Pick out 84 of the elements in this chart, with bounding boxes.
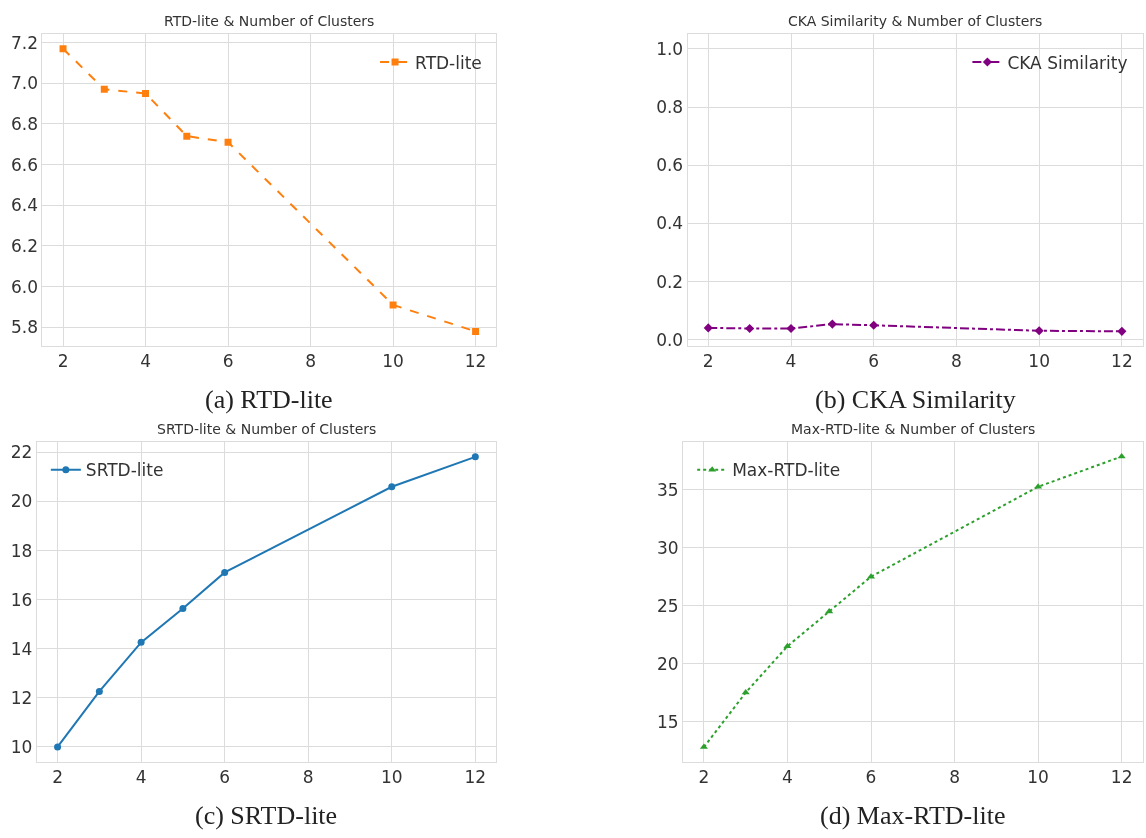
point: [137, 638, 145, 646]
x-tick-label: 8: [951, 351, 962, 372]
y-tick-label: 6.4: [10, 195, 38, 216]
x-tick-label: 6: [865, 767, 877, 788]
y-tick-label: 14: [10, 638, 33, 659]
x-tick-label: 4: [785, 351, 797, 372]
y-tick-label: 7.0: [10, 73, 38, 94]
y-tick-label: 0.4: [656, 213, 684, 234]
text: (c) SRTD-lite: [195, 801, 338, 830]
x-tick-label: 6: [219, 767, 231, 788]
y-tick-label: 0.0: [656, 329, 684, 350]
y-tick-label: 22: [10, 442, 33, 463]
y-tick-label: 6.0: [10, 276, 38, 297]
y-tick-label: 0.8: [656, 97, 684, 118]
y-tick-label: 6.8: [10, 113, 38, 134]
point: [1117, 326, 1127, 336]
y-tick-label: 15: [656, 711, 679, 732]
x-tick-label: 2: [702, 351, 714, 372]
x-tick-label: 12: [464, 351, 487, 372]
y-tick-label: 6.6: [10, 154, 38, 175]
point: [389, 301, 397, 309]
point: [221, 568, 229, 576]
y-tick-label: 25: [656, 595, 679, 616]
x-tick-label: 6: [222, 351, 234, 372]
point: [100, 85, 108, 93]
point: [388, 483, 396, 491]
y-tick-label: 18: [10, 540, 33, 561]
point: [54, 743, 62, 751]
y-tick-label: 6.2: [10, 235, 38, 256]
point: [179, 605, 187, 612]
point: [827, 319, 837, 329]
x-tick-label: 2: [52, 767, 63, 788]
text: (b) CKA Similarity: [815, 385, 1016, 414]
text: (d) Max-RTD-lite: [820, 801, 1006, 830]
x-tick-label: 2: [698, 767, 710, 788]
y-tick-label: 35: [656, 479, 679, 500]
chart-title: RTD-lite & Number of Clusters: [164, 13, 375, 29]
x-tick-label: 10: [1027, 767, 1049, 788]
point: [471, 453, 479, 461]
legend-label: RTD-lite: [415, 52, 482, 73]
chart-title: CKA Similarity & Number of Clusters: [788, 13, 1043, 29]
point: [869, 320, 879, 330]
point: [825, 607, 834, 614]
text: (a) RTD-lite: [205, 385, 333, 414]
point: [1034, 326, 1044, 336]
point: [142, 89, 150, 97]
x-tick-label: 12: [1110, 767, 1133, 788]
y-tick-label: 30: [656, 537, 679, 558]
point: [95, 687, 103, 695]
point: [59, 45, 67, 53]
point: [745, 323, 755, 334]
y-tick-label: 20: [10, 491, 33, 512]
x-tick-label: 2: [57, 351, 69, 372]
y-tick-label: 20: [656, 653, 679, 674]
x-tick-label: 4: [135, 767, 147, 788]
x-tick-label: 12: [464, 767, 487, 788]
chart-title: Max-RTD-lite & Number of Clusters: [791, 421, 1036, 437]
legend-label: CKA Similarity: [1007, 52, 1128, 73]
legend-label: SRTD-lite: [85, 460, 164, 481]
point: [224, 138, 232, 146]
y-tick-label: 12: [10, 687, 33, 708]
y-tick-label: 10: [10, 736, 33, 757]
x-tick-label: 8: [302, 767, 314, 788]
point: [472, 327, 480, 335]
point: [703, 323, 713, 333]
legend-label: Max-RTD-lite: [732, 460, 841, 481]
x-tick-label: 4: [140, 351, 151, 372]
y-tick-label: 0.2: [656, 271, 684, 292]
y-tick-label: 7.2: [10, 32, 38, 53]
x-tick-label: 4: [782, 767, 793, 788]
x-tick-label: 6: [868, 351, 880, 372]
y-tick-label: 0.6: [656, 155, 684, 176]
x-tick-label: 10: [1028, 351, 1050, 372]
y-tick-label: 1.0: [656, 38, 684, 59]
point: [786, 323, 796, 334]
x-tick-label: 8: [949, 767, 960, 788]
chart-title: SRTD-lite & Number of Clusters: [157, 421, 377, 437]
point: [183, 132, 191, 140]
x-tick-label: 10: [382, 351, 404, 372]
y-tick-label: 16: [10, 589, 33, 610]
y-tick-label: 5.8: [10, 317, 38, 338]
x-tick-label: 8: [305, 351, 316, 372]
x-tick-label: 10: [380, 767, 403, 788]
x-tick-label: 12: [1111, 351, 1133, 372]
